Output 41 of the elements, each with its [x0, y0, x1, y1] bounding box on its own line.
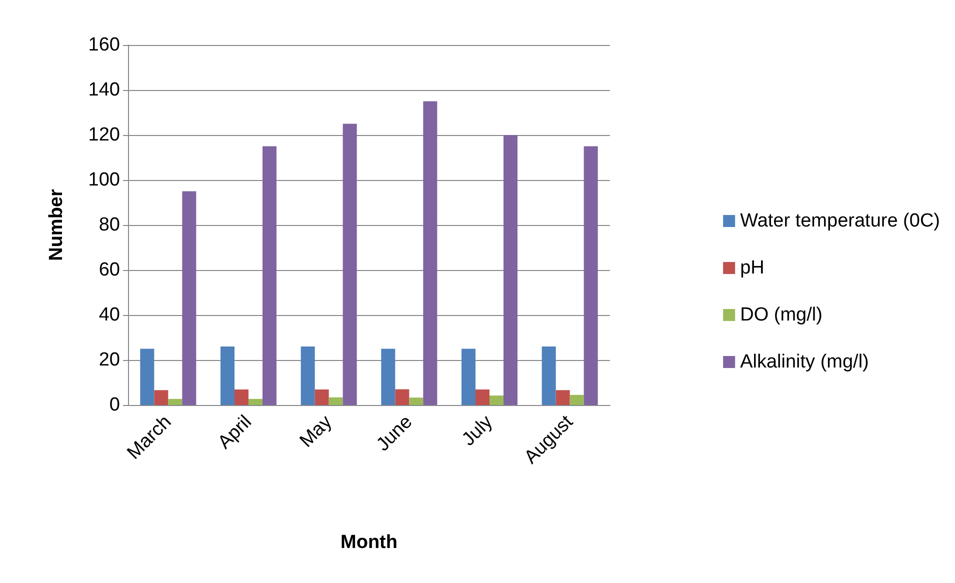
bar [490, 396, 504, 405]
bar [556, 390, 570, 405]
bar [154, 390, 168, 405]
bar [504, 135, 518, 405]
y-tick-label: 60 [98, 260, 120, 280]
bar [168, 398, 182, 405]
bar [234, 389, 248, 405]
bar [262, 146, 276, 405]
bar [300, 346, 315, 405]
bar [220, 346, 234, 405]
bar [395, 389, 410, 405]
legend-label: Alkalinity (mg/l) [740, 352, 869, 372]
bar [182, 191, 196, 405]
bar [476, 389, 490, 405]
bar [248, 398, 262, 405]
bar [342, 124, 357, 405]
y-axis-title: Number [46, 188, 67, 261]
y-tick-label: 100 [88, 170, 120, 190]
x-tick-label: July [458, 411, 498, 450]
y-tick-label: 40 [98, 304, 120, 326]
legend-label: pH [740, 258, 764, 278]
bar [584, 146, 598, 405]
bar [570, 394, 584, 405]
y-tick-label: 80 [98, 214, 120, 236]
y-tick-label: 160 [88, 34, 120, 56]
bar [423, 101, 438, 405]
bar [328, 397, 343, 405]
legend-label: Water temperature (0C) [740, 210, 940, 232]
legend-label: DO (mg/l) [740, 304, 822, 326]
bar [314, 389, 329, 405]
x-axis-title: Month [340, 532, 398, 553]
x-tick-label: May [296, 411, 337, 452]
bar [381, 348, 396, 405]
bar [462, 348, 476, 405]
bar [542, 346, 556, 405]
bar [140, 348, 154, 405]
y-tick-label: 20 [98, 350, 120, 370]
y-tick-label: 120 [88, 124, 120, 146]
bar [409, 398, 424, 405]
y-tick-label: 140 [88, 80, 120, 100]
y-tick-label: 0 [109, 394, 120, 416]
